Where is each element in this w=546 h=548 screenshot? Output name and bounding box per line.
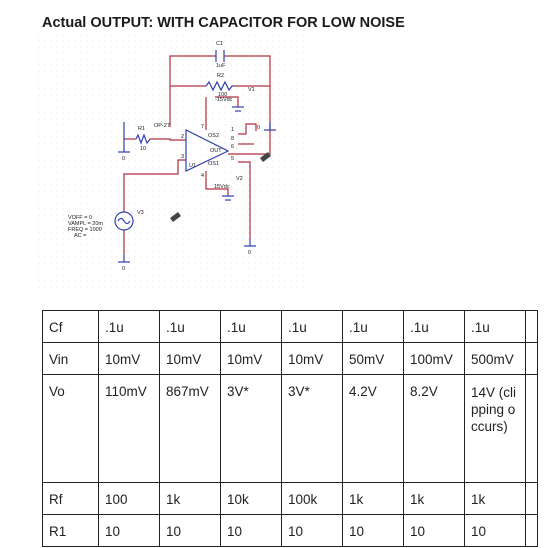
opamp-name: OP-27 [154, 123, 170, 129]
ground-label: 0 [248, 250, 251, 256]
circuit-schematic: C1 1uF R2 100 V1 -15Vdc R1 10 OP-27 U1 V… [38, 34, 304, 292]
row-header: Rf [43, 483, 99, 515]
table-cell: 10 [404, 515, 465, 547]
pin-label-os1: OS1 [208, 161, 219, 167]
table-row-rf: Rf 100 1k 10k 100k 1k 1k 1k [43, 483, 538, 515]
table-cell: 1k [465, 483, 526, 515]
table-row-r1: R1 10 10 10 10 10 10 10 [43, 515, 538, 547]
row-header: Vin [43, 343, 99, 375]
table-cell [526, 311, 538, 343]
c1-value: 1uF [216, 63, 226, 69]
table-cell: 10 [343, 515, 404, 547]
ground-label: 0 [122, 156, 125, 162]
table-cell: .1u [160, 311, 221, 343]
table-cell: 1k [343, 483, 404, 515]
table-cell: .1u [221, 311, 282, 343]
r1-name: R1 [138, 126, 145, 132]
table-cell: 10mV [282, 343, 343, 375]
c1-name: C1 [216, 41, 223, 47]
table-cell: 10 [465, 515, 526, 547]
page-title: Actual OUTPUT: WITH CAPACITOR FOR LOW NO… [42, 15, 405, 31]
v3-param-ac: AC = [74, 233, 86, 239]
v1-value: -15Vdc [215, 97, 233, 103]
table-cell: .1u [465, 311, 526, 343]
table-row-cf: Cf .1u .1u .1u .1u .1u .1u .1u [43, 311, 538, 343]
pin-number: 1 [231, 127, 234, 133]
table-cell: 14V (clipping occurs) [465, 375, 526, 483]
pin-number: 6 [231, 144, 234, 150]
table-cell: 1k [160, 483, 221, 515]
table-cell [526, 515, 538, 547]
table-cell: 100 [99, 483, 160, 515]
table-cell: 867mV [160, 375, 221, 483]
table-cell: 10mV [99, 343, 160, 375]
table-cell: 100k [282, 483, 343, 515]
table-row-vin: Vin 10mV 10mV 10mV 10mV 50mV 100mV 500mV [43, 343, 538, 375]
table-cell: 500mV [465, 343, 526, 375]
v2-value: 15Vdc [214, 184, 230, 190]
table-cell: .1u [282, 311, 343, 343]
table-cell: .1u [343, 311, 404, 343]
grid-background [38, 34, 304, 292]
ground-label: 0 [257, 125, 260, 131]
table-cell: 10k [221, 483, 282, 515]
results-table: Cf .1u .1u .1u .1u .1u .1u .1u Vin 10mV … [42, 310, 538, 547]
table-cell: 8.2V [404, 375, 465, 483]
r2-name: R2 [217, 73, 224, 79]
v2-name: V2 [236, 176, 243, 182]
table-cell: 100mV [404, 343, 465, 375]
pin-number: 7 [201, 124, 204, 130]
table-cell: 50mV [343, 343, 404, 375]
table-cell: 10 [221, 515, 282, 547]
u1-name: U1 [189, 163, 196, 169]
pin-number: 3 [181, 154, 184, 160]
pin-label-os2: OS2 [208, 133, 219, 139]
pin-number: 4 [201, 173, 204, 179]
pin-number: 5 [231, 156, 234, 162]
table-cell: 10mV [221, 343, 282, 375]
ground-label: 0 [122, 266, 125, 272]
v1-name: V1 [248, 87, 255, 93]
row-header: R1 [43, 515, 99, 547]
pin-number: 2 [181, 134, 184, 140]
table-cell [526, 375, 538, 483]
table-row-vo: Vo 110mV 867mV 3V* 3V* 4.2V 8.2V 14V (cl… [43, 375, 538, 483]
pin-label-out: OUT [210, 148, 222, 154]
table-cell: 1k [404, 483, 465, 515]
table-cell: 110mV [99, 375, 160, 483]
table-cell: .1u [99, 311, 160, 343]
table-cell [526, 483, 538, 515]
row-header: Cf [43, 311, 99, 343]
r1-value: 10 [140, 146, 146, 152]
table-cell: 10mV [160, 343, 221, 375]
table-cell: 10 [99, 515, 160, 547]
row-header: Vo [43, 375, 99, 483]
table-cell [526, 343, 538, 375]
table-cell: 10 [282, 515, 343, 547]
table-cell: 10 [160, 515, 221, 547]
pin-number: 8 [231, 136, 234, 142]
table-cell: .1u [404, 311, 465, 343]
table-cell: 3V* [221, 375, 282, 483]
table-cell: 4.2V [343, 375, 404, 483]
v3-name: V3 [137, 210, 144, 216]
table-cell: 3V* [282, 375, 343, 483]
